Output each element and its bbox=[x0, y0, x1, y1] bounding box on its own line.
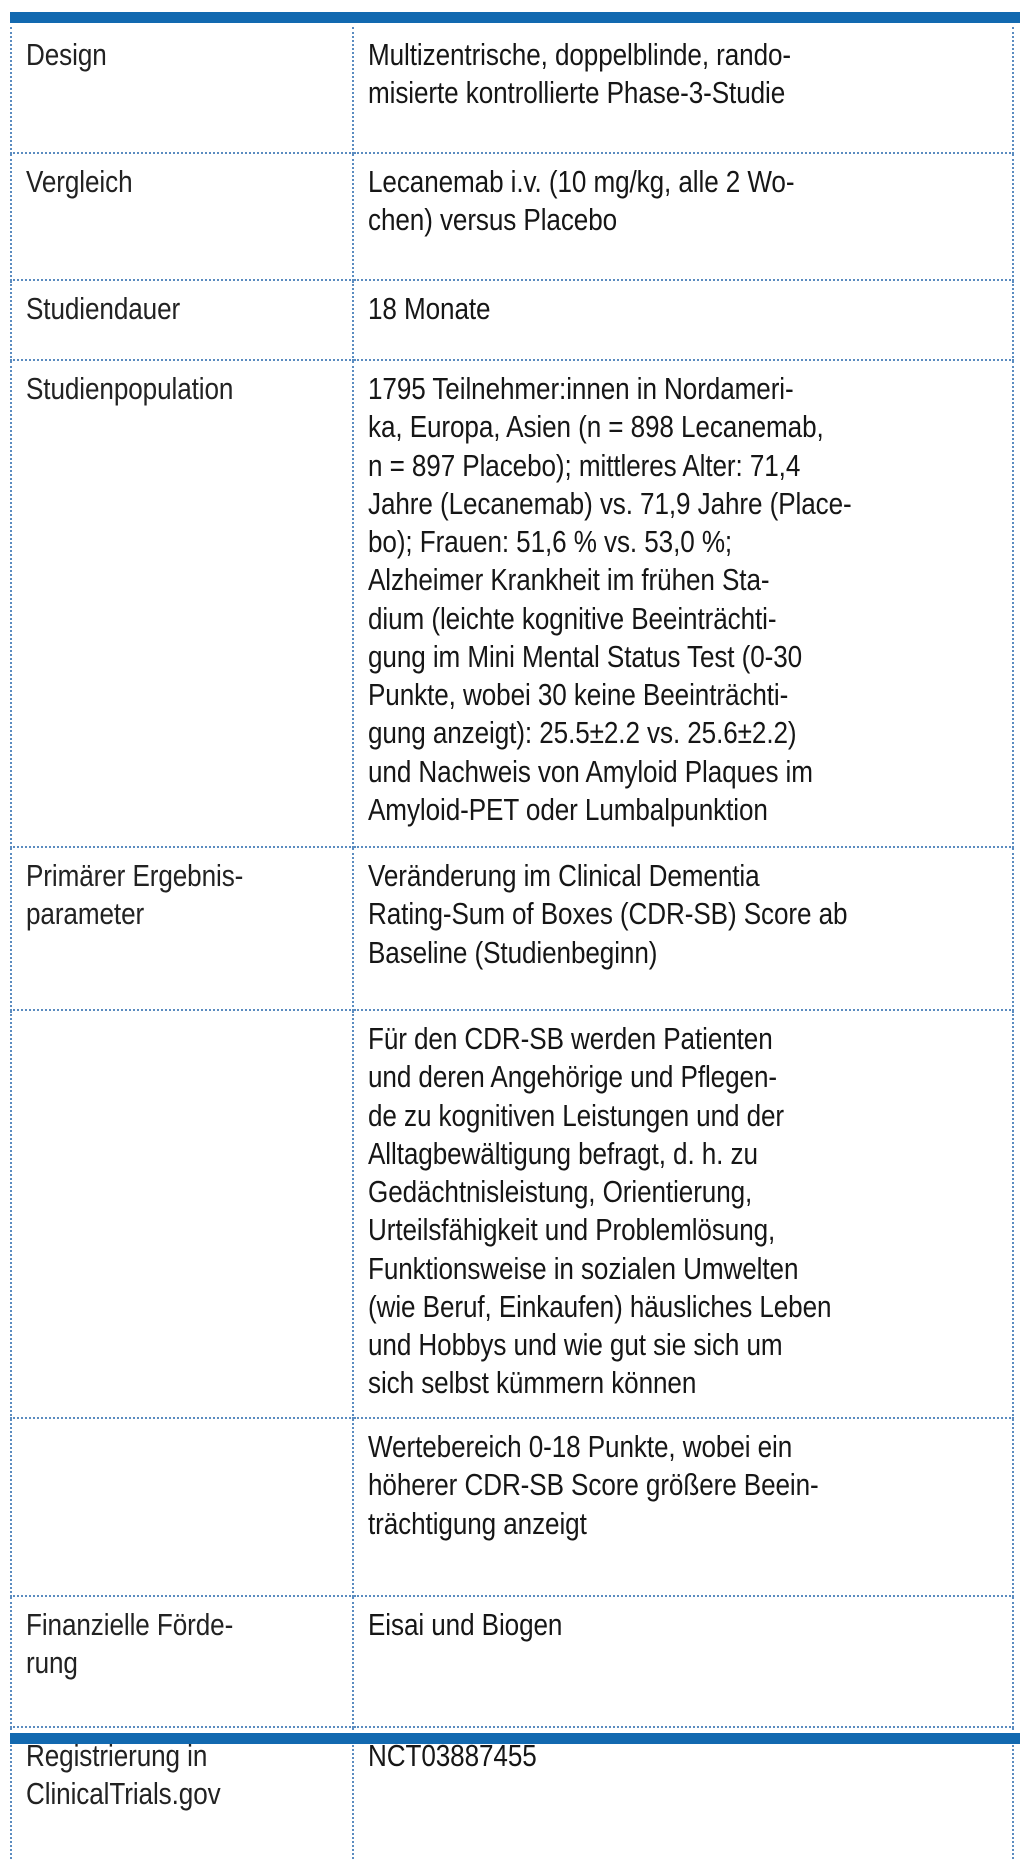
study-characteristics-table: Design Multizentrische, doppelblinde, ra… bbox=[10, 27, 1014, 1859]
row-label: Vergleich bbox=[26, 165, 133, 199]
row-value-cell: 1795 Teilnehmer:innen in Nordameri- ka, … bbox=[353, 359, 1014, 848]
row-value-cell: NCT03887455 bbox=[353, 1726, 1014, 1859]
row-value-cell: Für den CDR-SB werden Patienten und dere… bbox=[353, 1009, 1014, 1419]
row-value-cell: Lecanemab i.v. (10 mg/kg, alle 2 Wo- che… bbox=[353, 152, 1014, 281]
table-row: Registrierung in ClinicalTrials.gov NCT0… bbox=[10, 1726, 1014, 1859]
table-row: Studiendauer 18 Monate bbox=[10, 279, 1014, 361]
row-label-cell: Primärer Ergebnis- parameter bbox=[10, 846, 354, 1011]
row-value: Für den CDR-SB werden Patienten und dere… bbox=[368, 1022, 832, 1401]
row-value-cell: Veränderung im Clinical Dementia Rating-… bbox=[353, 846, 1014, 1011]
row-label-cell: Studienpopulation bbox=[10, 359, 354, 848]
table-row: Studienpopulation 1795 Teilnehmer:innen … bbox=[10, 359, 1014, 848]
row-value: 1795 Teilnehmer:innen in Nordameri- ka, … bbox=[368, 372, 852, 827]
row-label: Finanzielle Förde- rung bbox=[26, 1608, 234, 1681]
table-row: Für den CDR-SB werden Patienten und dere… bbox=[10, 1009, 1014, 1419]
row-value-cell: Eisai und Biogen bbox=[353, 1595, 1014, 1728]
row-label: Design bbox=[26, 38, 107, 72]
table-row: Wertebereich 0-18 Punkte, wobei ein höhe… bbox=[10, 1417, 1014, 1597]
row-value: 18 Monate bbox=[368, 292, 491, 326]
row-label-cell: Studiendauer bbox=[10, 279, 354, 361]
row-value-cell: Multizentrische, doppelblinde, rando- mi… bbox=[353, 27, 1014, 154]
row-value: Wertebereich 0-18 Punkte, wobei ein höhe… bbox=[368, 1430, 819, 1541]
row-label-cell: Vergleich bbox=[10, 152, 354, 281]
row-value: Veränderung im Clinical Dementia Rating-… bbox=[368, 859, 848, 970]
table-row: Design Multizentrische, doppelblinde, ra… bbox=[10, 27, 1014, 154]
row-value: Eisai und Biogen bbox=[368, 1608, 563, 1642]
row-label-cell bbox=[10, 1009, 354, 1419]
bottom-accent-bar bbox=[10, 1733, 1020, 1744]
row-value-cell: 18 Monate bbox=[353, 279, 1014, 361]
row-label: Registrierung in ClinicalTrials.gov bbox=[26, 1739, 221, 1812]
study-characteristics-page: Design Multizentrische, doppelblinde, ra… bbox=[10, 12, 1020, 1859]
table-row: Finanzielle Förde- rung Eisai und Biogen bbox=[10, 1595, 1014, 1728]
row-value: Multizentrische, doppelblinde, rando- mi… bbox=[368, 38, 792, 111]
row-label: Studienpopulation bbox=[26, 372, 234, 406]
row-label: Studiendauer bbox=[26, 292, 181, 326]
row-value-cell: Wertebereich 0-18 Punkte, wobei ein höhe… bbox=[353, 1417, 1014, 1597]
row-label-cell bbox=[10, 1417, 354, 1597]
row-value: Lecanemab i.v. (10 mg/kg, alle 2 Wo- che… bbox=[368, 165, 795, 238]
row-label-cell: Registrierung in ClinicalTrials.gov bbox=[10, 1726, 354, 1859]
row-label: Primärer Ergebnis- parameter bbox=[26, 859, 244, 932]
row-label-cell: Design bbox=[10, 27, 354, 154]
table-row: Primärer Ergebnis- parameter Veränderung… bbox=[10, 846, 1014, 1011]
table-row: Vergleich Lecanemab i.v. (10 mg/kg, alle… bbox=[10, 152, 1014, 281]
top-accent-bar bbox=[10, 12, 1020, 23]
row-label-cell: Finanzielle Förde- rung bbox=[10, 1595, 354, 1728]
